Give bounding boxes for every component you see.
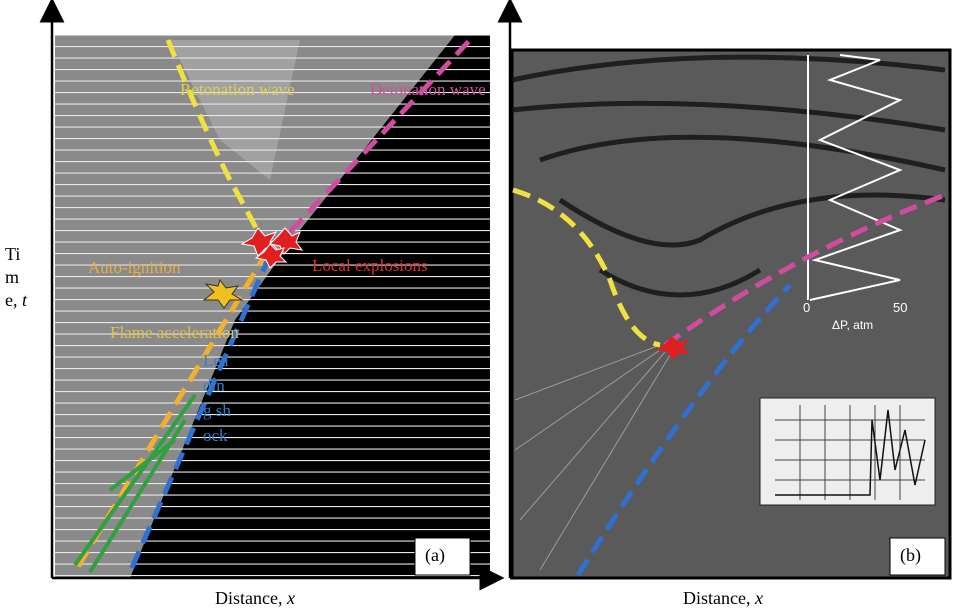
y-label-text: Time, [5, 244, 20, 310]
flame-acceleration-label: Flame acceleration [110, 323, 239, 343]
detonation-label: Detonation wave [370, 80, 486, 100]
y-label-symbol: t [22, 290, 27, 310]
figure: Time, t Retonation wave Detonation wave … [0, 0, 956, 610]
y-axis-label: Time, t [5, 243, 31, 312]
retonation-label: Retonation wave [180, 80, 295, 100]
inset-tick: 0 [803, 300, 810, 315]
x-axis-label-b: Distance, x [683, 588, 763, 609]
panel-a-label: (a) [425, 545, 445, 566]
auto-ignition-label: Auto-ignition [88, 258, 181, 278]
x-label-symbol: x [287, 588, 295, 608]
local-explosions-label: Local explosions [312, 256, 428, 276]
inset-axis-label: ΔP, atm [832, 318, 873, 332]
panel-b-label: (b) [900, 545, 921, 566]
inset-tick: 50 [893, 300, 907, 315]
x-axis-label-a: Distance, x [215, 588, 295, 609]
x-label-symbol: x [755, 588, 763, 608]
x-label-text: Distance, [215, 588, 282, 608]
leading-shock-label: Leading shock [203, 348, 233, 448]
x-label-text: Distance, [683, 588, 750, 608]
